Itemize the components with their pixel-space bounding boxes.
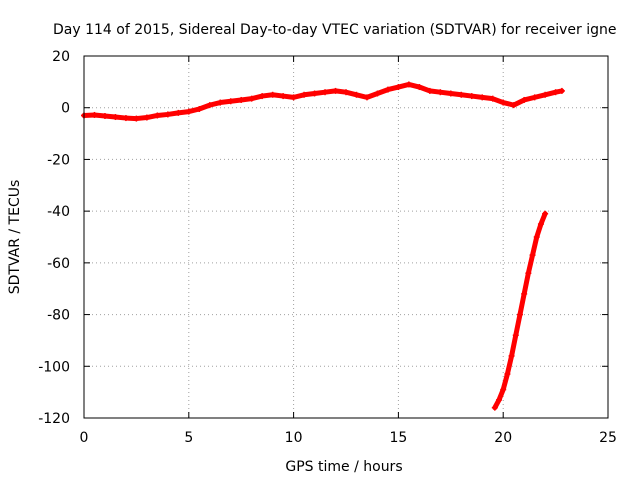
data-point [332,87,339,94]
tick-layer: 0 5 10 15 20 25 -120 -100 -80 -60 -40 -20 0 20 [38,49,617,446]
data-point [185,108,192,115]
x-tick-label: 15 [389,430,407,446]
data-point [504,371,511,378]
data-point [508,352,515,359]
data-point [269,91,276,98]
data-point [491,404,498,411]
data-point [301,91,308,98]
data-point [537,221,544,228]
data-point [206,102,213,109]
data-point [521,96,528,103]
data-point [133,115,140,122]
data-point [259,93,266,100]
data-point [489,95,496,102]
x-tick-label: 0 [80,430,89,446]
data-point [143,114,150,121]
y-tick-label: -120 [38,411,70,427]
data-point [395,84,402,91]
data-point [468,93,475,100]
data-point [248,95,255,102]
data-point [322,89,329,96]
data-point [343,89,349,96]
y-axis-label: SDTVAR / TECUs [7,180,23,295]
y-tick-label: -20 [47,152,70,168]
data-point [500,99,507,106]
data-point [552,89,559,96]
data-point [542,91,549,98]
data-point [101,112,108,119]
data-point [363,94,370,101]
y-tick-label: -40 [47,204,70,220]
data-point [311,90,318,97]
data-point [496,396,503,403]
data-point [405,81,412,88]
grid-layer [84,56,608,418]
data-point [374,90,381,97]
data-point [175,109,182,116]
data-point [280,93,287,100]
data-point [196,106,203,113]
data-point [512,332,519,339]
data-point [458,91,465,98]
data-point [217,99,224,106]
data-point [91,111,98,118]
x-tick-label: 25 [599,430,617,446]
x-axis-label: GPS time / hours [285,459,402,475]
data-point [531,94,538,101]
y-tick-label: -80 [47,308,70,324]
data-point [521,290,528,297]
data-point [290,94,297,101]
data-point [238,96,245,103]
data-point [227,98,234,105]
data-point [529,252,536,259]
series-line [81,81,565,122]
y-tick-label: 20 [52,49,70,65]
x-tick-label: 5 [184,430,193,446]
data-point [353,91,360,98]
data-point [154,112,161,119]
data-point [426,87,433,94]
data-point [558,87,565,94]
plot-frame [83,55,609,419]
data-point [542,210,549,217]
x-tick-label: 20 [494,430,512,446]
data-point [164,111,171,118]
y-tick-label: -100 [38,359,70,375]
data-point [516,311,523,318]
data-point [112,114,119,121]
data-point [122,115,129,122]
data-point [533,234,540,240]
x-tick-label: 10 [285,430,303,446]
data-point [437,89,444,96]
data-point [479,94,486,101]
data-point [510,102,517,109]
data-point [416,84,423,91]
data-point [500,386,507,393]
data-point [384,86,391,93]
data-point [525,270,532,277]
chart-title: Day 114 of 2015, Sidereal Day-to-day VTE… [53,22,616,38]
y-tick-label: 0 [61,101,70,117]
data-point [447,90,454,97]
series-line [492,211,548,411]
y-tick-label: -60 [47,256,70,272]
data-layer [81,81,565,411]
